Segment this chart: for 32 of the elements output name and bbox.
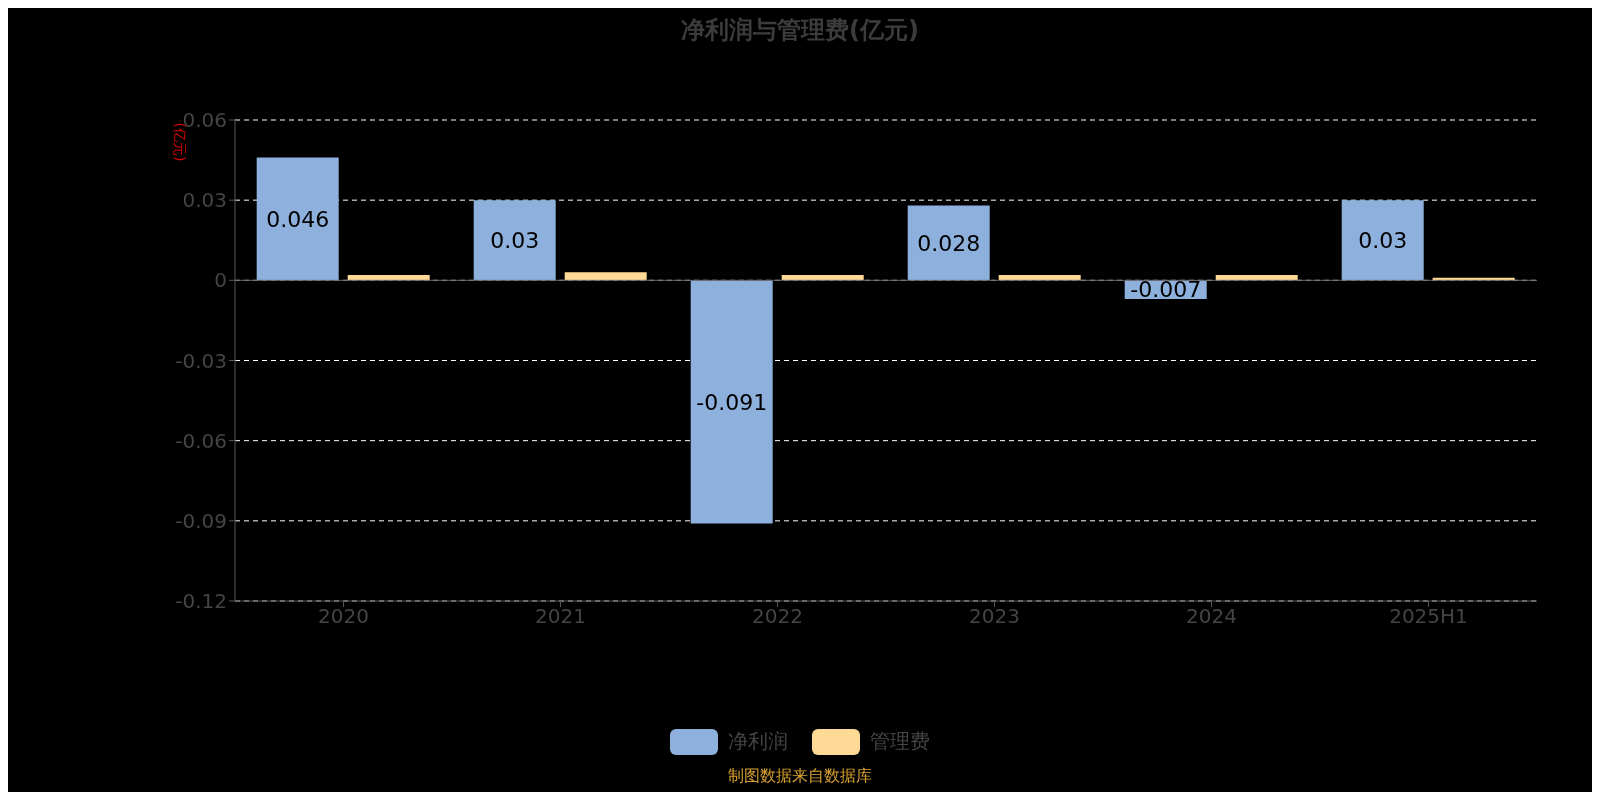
data-label: 0.028 [917,230,981,256]
bar [564,272,647,281]
bar [1341,200,1424,281]
bar [347,274,430,281]
data-label: 0.03 [490,228,540,254]
y-tick-label: -0.09 [175,508,227,533]
y-tick-label: -0.12 [175,589,227,614]
y-tick-label: -0.03 [175,348,227,373]
chart-title: 净利润与管理费(亿元) [680,15,920,46]
legend-label: 净利润 [728,728,788,755]
legend-label: 管理费 [870,728,930,755]
bar [473,200,556,281]
x-tick-label: 2022 [752,604,803,629]
x-tick-label: 2023 [969,604,1020,629]
x-tick-label: 2025H1 [1389,604,1468,629]
data-label: 0.046 [266,206,330,232]
data-label: 0.03 [1358,228,1408,254]
x-tick-label: 2021 [535,604,586,629]
data-label: -0.091 [696,389,768,415]
x-tick-label: 2020 [318,604,369,629]
y-tick-label: 0.03 [182,188,227,213]
bar [690,280,773,524]
bar [781,274,864,281]
x-tick-label: 2024 [1186,604,1237,629]
y-tick-label: -0.06 [175,428,227,453]
y-tick-label: 0 [214,268,227,293]
bar [998,274,1081,281]
bar [907,205,990,281]
bar [1215,274,1298,281]
bar [256,157,339,281]
text: 制图数据来自数据库 [727,766,873,787]
data-label: -0.007 [1130,277,1202,303]
